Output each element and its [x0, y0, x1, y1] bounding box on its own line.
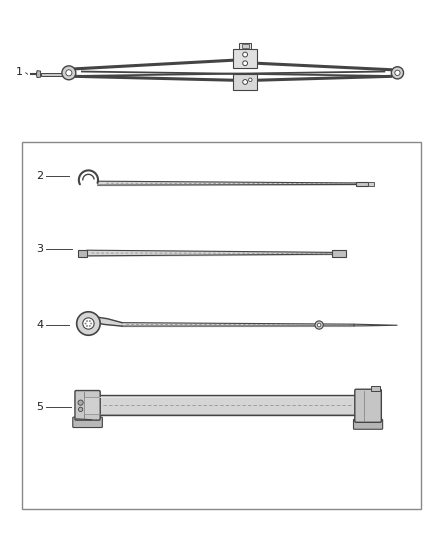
FancyBboxPatch shape	[242, 44, 249, 47]
FancyBboxPatch shape	[240, 43, 251, 49]
FancyBboxPatch shape	[22, 142, 421, 510]
Circle shape	[89, 320, 91, 322]
Circle shape	[315, 321, 323, 329]
Circle shape	[391, 67, 403, 79]
FancyBboxPatch shape	[84, 397, 99, 414]
Circle shape	[317, 323, 321, 327]
Circle shape	[78, 400, 83, 405]
Circle shape	[86, 325, 88, 327]
FancyBboxPatch shape	[99, 395, 356, 415]
Polygon shape	[95, 317, 122, 326]
FancyBboxPatch shape	[355, 389, 381, 422]
Polygon shape	[354, 324, 397, 326]
Polygon shape	[36, 71, 41, 78]
Circle shape	[62, 66, 76, 80]
Circle shape	[78, 407, 83, 411]
FancyBboxPatch shape	[78, 250, 87, 257]
FancyBboxPatch shape	[332, 249, 346, 257]
FancyBboxPatch shape	[41, 72, 69, 76]
FancyBboxPatch shape	[356, 182, 368, 186]
FancyBboxPatch shape	[73, 417, 102, 427]
Text: 5: 5	[36, 402, 43, 411]
Circle shape	[86, 320, 88, 322]
FancyBboxPatch shape	[371, 386, 380, 391]
FancyBboxPatch shape	[233, 74, 257, 90]
Circle shape	[85, 322, 87, 325]
Circle shape	[249, 78, 252, 82]
Circle shape	[243, 52, 247, 57]
Circle shape	[66, 70, 72, 76]
Circle shape	[83, 318, 94, 329]
Circle shape	[243, 79, 247, 84]
FancyBboxPatch shape	[353, 419, 383, 429]
Text: 2: 2	[36, 171, 43, 181]
Text: 3: 3	[36, 244, 43, 254]
FancyBboxPatch shape	[233, 49, 257, 68]
Circle shape	[77, 312, 100, 335]
Text: 4: 4	[36, 320, 43, 330]
FancyBboxPatch shape	[368, 182, 374, 185]
Circle shape	[243, 61, 247, 66]
Circle shape	[90, 322, 92, 325]
Circle shape	[89, 325, 91, 327]
Text: 1: 1	[16, 67, 23, 77]
Circle shape	[395, 70, 400, 76]
FancyBboxPatch shape	[75, 391, 100, 420]
